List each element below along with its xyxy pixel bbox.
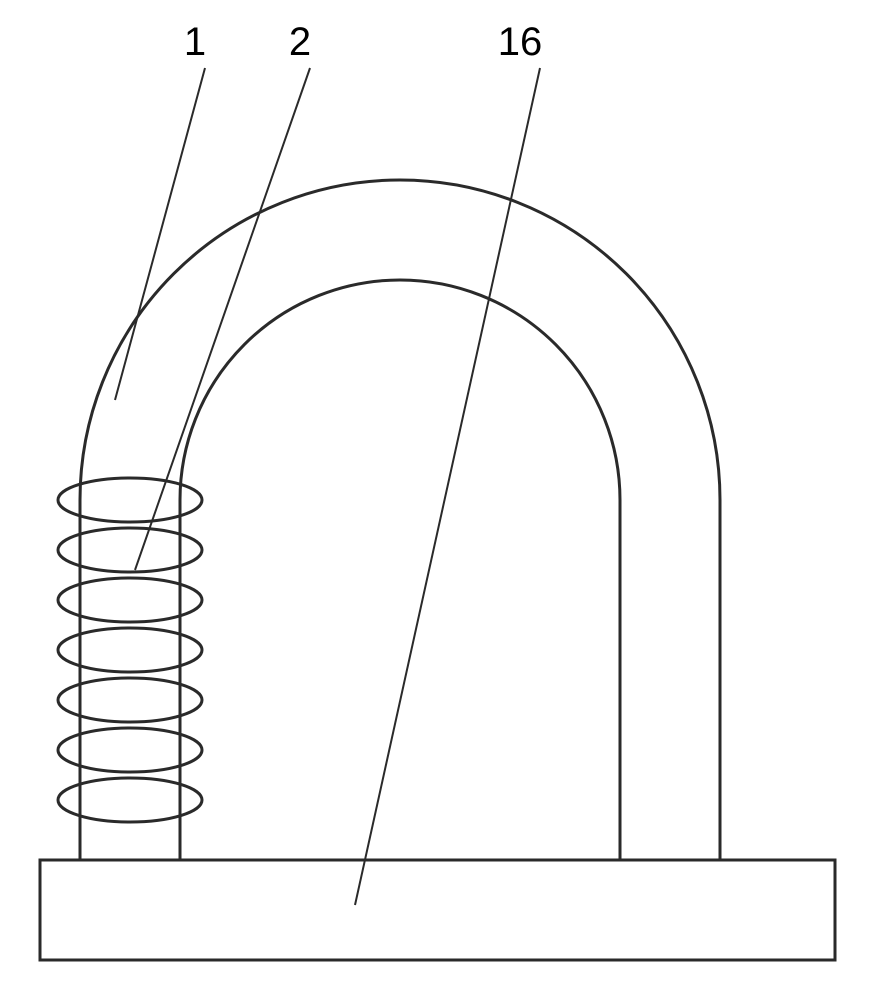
shackle-inner-arc: [180, 280, 620, 500]
diagram-svg: 1 2 16: [0, 0, 887, 1000]
callout-label-1: 1: [184, 20, 206, 64]
callout-label-16: 16: [498, 20, 543, 64]
callout-label-2: 2: [289, 20, 311, 64]
base-rect: [40, 860, 835, 960]
leader-line-16: [355, 68, 540, 905]
leader-line-1: [115, 68, 205, 400]
leader-line-2: [135, 68, 310, 570]
